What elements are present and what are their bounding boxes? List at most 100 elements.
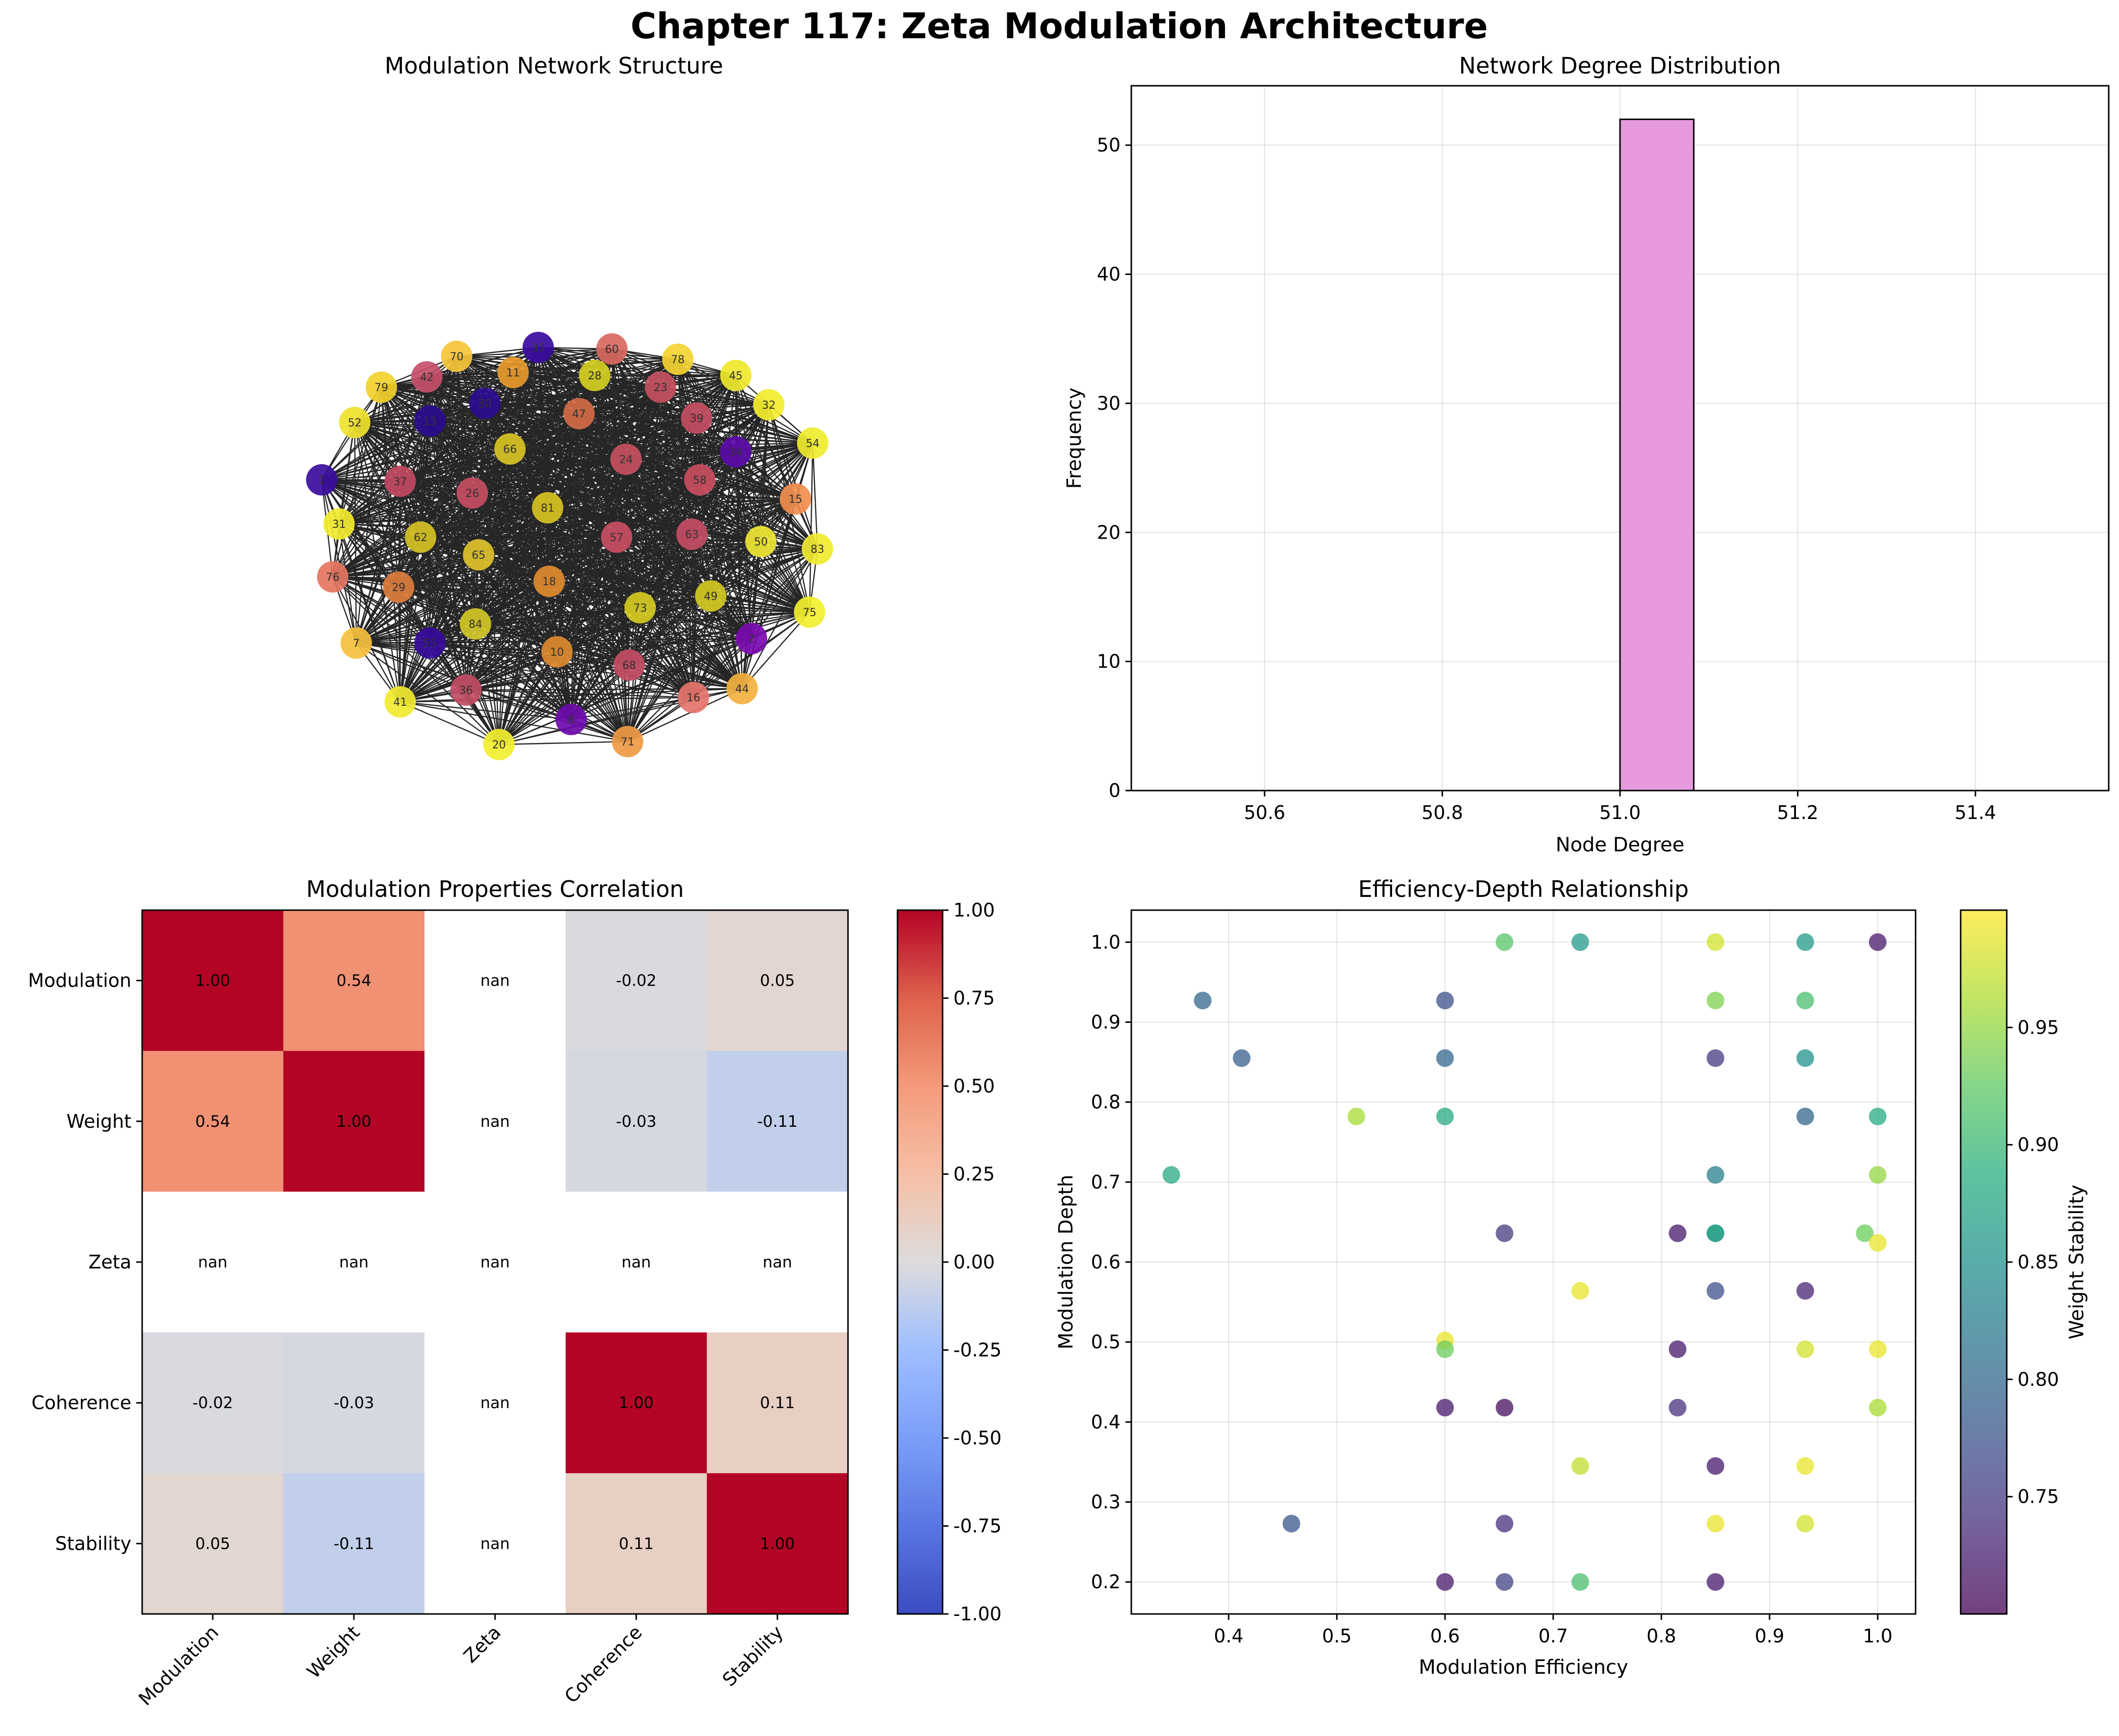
scatter-point [1869, 933, 1887, 951]
network-node: 55 [414, 627, 446, 659]
heatmap-cell-value: nan [480, 1253, 510, 1271]
network-node-label: 83 [811, 544, 824, 556]
network-node-circle [720, 360, 752, 391]
network-node-circle [613, 649, 645, 681]
network-node: 29 [383, 571, 415, 603]
network-node-circle [441, 341, 473, 372]
network-node-circle [541, 636, 573, 668]
network-node-circle [745, 526, 777, 557]
network-node-circle [450, 674, 482, 706]
network-node: 18 [533, 566, 565, 597]
heatmap-cell [424, 910, 566, 1051]
heatmap-cell-value: -0.02 [193, 1393, 233, 1412]
network-node-label: 31 [332, 519, 346, 531]
heatmap-title: Modulation Properties Correlation [306, 876, 684, 902]
network-node: 7 [340, 627, 372, 659]
scatter-point [1869, 1234, 1887, 1252]
network-node: 1 [306, 464, 338, 496]
network-node-circle [384, 466, 416, 497]
scatter-point [1706, 1049, 1724, 1067]
scatter-point [1436, 1398, 1454, 1416]
scatter-y-tick-label: 0.5 [1091, 1331, 1121, 1353]
network-node-label: 58 [693, 474, 707, 487]
network-node-circle [384, 686, 416, 718]
network-node-label: 54 [806, 438, 820, 450]
heatmap-cell-value: 0.54 [336, 971, 371, 990]
network-node-circle [306, 464, 338, 496]
scatter-x-tick-label: 0.8 [1646, 1625, 1676, 1647]
scatter-y-tick-label: 0.2 [1091, 1571, 1121, 1593]
scatter-point [1856, 1224, 1874, 1242]
scatter-point [1194, 992, 1212, 1010]
heatmap-cell-value: nan [480, 1112, 510, 1131]
network-node: 36 [450, 674, 482, 706]
histogram-ylabel: Frequency [1063, 388, 1086, 489]
network-node: 33 [523, 332, 554, 363]
scatter-x-tick-label: 0.7 [1538, 1625, 1568, 1647]
heatmap-cell [707, 1332, 848, 1474]
network-node: 52 [339, 407, 371, 438]
network-node: 71 [612, 726, 644, 757]
network-node-label: 8 [568, 714, 574, 726]
heatmap-cell [283, 1191, 425, 1333]
network-node-circle [533, 566, 565, 597]
network-node-circle [411, 361, 443, 393]
network-node: 2 [736, 623, 768, 654]
network-node-label: 11 [506, 367, 520, 379]
network-node-label: 33 [531, 342, 545, 354]
heatmap-cell-value: 0.11 [760, 1393, 795, 1412]
network-node-circle [460, 608, 491, 640]
network-node-label: 13 [423, 416, 437, 428]
heatmap-cell [283, 1051, 425, 1192]
scatter-points [1162, 933, 1887, 1591]
scatter-colorbar [1960, 909, 2008, 1615]
network-node-circle [736, 623, 768, 654]
scatter-point [1869, 1108, 1887, 1126]
network-node: 79 [366, 372, 397, 403]
heatmap-cell-value: -0.03 [334, 1393, 374, 1412]
network-node-label: 49 [704, 591, 718, 603]
scatter-panel: Efficiency-Depth Relationship 0.4 0.5 0.6 0… [1055, 876, 2088, 1679]
network-node: 34 [720, 436, 752, 468]
network-node-label: 36 [459, 685, 473, 697]
heatmap-colorbar-tick-label: 0.75 [953, 988, 995, 1009]
network-node: 31 [323, 508, 355, 540]
network-node-label: 60 [605, 344, 619, 356]
scatter-y-tick-label: 0.9 [1091, 1011, 1121, 1033]
scatter-point [1436, 1340, 1454, 1358]
scatter-y-tick-label: 0.8 [1091, 1091, 1121, 1113]
network-node-circle [494, 433, 526, 465]
histogram-y-tick-label: 20 [1097, 521, 1121, 543]
scatter-x-tick-label: 0.5 [1322, 1625, 1351, 1647]
heatmap-colorbar-tick-label: -0.50 [953, 1427, 1001, 1449]
network-node-label: 81 [541, 502, 554, 515]
scatter-point [1796, 1282, 1814, 1300]
network-node-label: 1 [318, 474, 325, 487]
scatter-point [1796, 1108, 1814, 1126]
scatter-point [1796, 1457, 1814, 1475]
network-node-circle [596, 333, 628, 365]
scatter-title: Efficiency-Depth Relationship [1358, 876, 1689, 902]
scatter-point [1571, 1282, 1589, 1300]
degree-histogram-panel: Network Degree Distribution 50.6 50.8 51.0… [1063, 52, 2110, 856]
network-node-label: 66 [503, 444, 517, 456]
scatter-point [1706, 1457, 1724, 1475]
histogram-x-tick-label: 51.2 [1777, 802, 1819, 823]
scatter-grid [1131, 910, 1916, 1614]
heatmap-cell [566, 1473, 707, 1614]
heatmap-cell [424, 1191, 566, 1333]
histogram-y-tick-label: 10 [1097, 651, 1121, 672]
histogram-xlabel: Node Degree [1556, 834, 1685, 856]
network-node-circle [801, 533, 833, 565]
scatter-y-tick-label: 0.6 [1091, 1251, 1121, 1273]
network-node-circle [366, 372, 397, 403]
heatmap-cell-value: 0.54 [195, 1112, 230, 1131]
network-node: 57 [601, 521, 632, 553]
scatter-point [1796, 1340, 1814, 1358]
heatmap-cell [283, 1473, 425, 1614]
histogram-x-ticks: 50.6 50.8 51.0 51.2 51.4 [1244, 791, 1996, 823]
figure-title: Chapter 117: Zeta Modulation Architectur… [630, 5, 1488, 47]
network-node-label: 29 [392, 582, 405, 594]
